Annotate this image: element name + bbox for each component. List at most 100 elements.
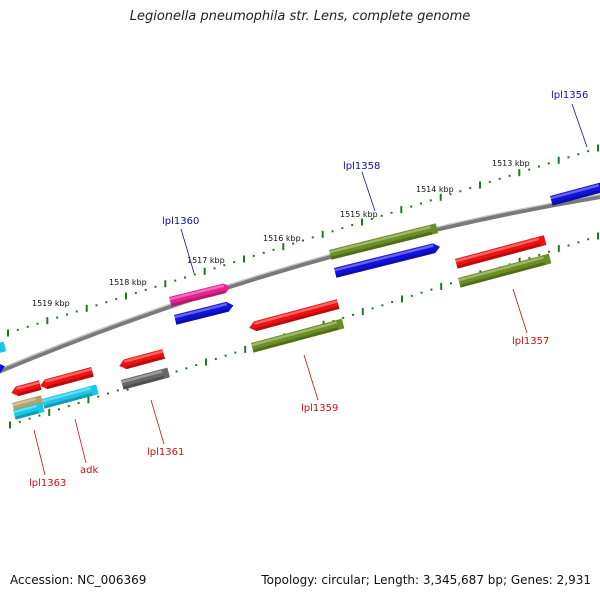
ruler-major-tick [518, 169, 521, 177]
ruler-minor-tick [107, 392, 109, 395]
ruler-minor-tick [223, 264, 226, 267]
ruler-minor-tick [538, 165, 540, 168]
ruler-label-1515: 1515 kbp [340, 210, 378, 219]
map-title: Legionella pneumophila str. Lens, comple… [129, 9, 471, 24]
ruler-major-tick [597, 232, 599, 240]
ruler-minor-tick [410, 294, 413, 297]
ruler-minor-tick [105, 301, 108, 304]
ruler-minor-tick [66, 313, 68, 316]
ruler-minor-tick [587, 238, 590, 241]
ruler-minor-tick [488, 180, 491, 183]
ruler-minor-tick [67, 405, 70, 408]
ruler-major-tick [164, 280, 167, 288]
ruler-minor-tick [577, 153, 580, 156]
ruler-minor-tick [233, 261, 236, 264]
gene-cyan-edge[interactable] [0, 341, 7, 354]
ruler-major-tick [9, 421, 11, 429]
ruler-minor-tick [193, 273, 196, 276]
gene-adk-red[interactable] [39, 367, 94, 391]
gene-features [0, 181, 600, 420]
gene-lpl1359-red[interactable] [248, 299, 340, 332]
ruler-major-tick [46, 317, 49, 325]
ruler-minor-tick [36, 322, 39, 325]
ruler-major-tick [48, 408, 51, 416]
gene-label-lpl1361[interactable]: lpl1361 [147, 447, 184, 458]
ruler-minor-tick [351, 224, 354, 227]
ruler-minor-tick [498, 177, 501, 180]
gene-lpl1358-olive[interactable] [329, 223, 439, 260]
ruler-minor-tick [429, 199, 432, 202]
ruler-minor-tick [272, 248, 275, 251]
gene-label-lpl1356[interactable]: lpl1356 [551, 90, 588, 101]
gene-lpl1358[interactable] [334, 242, 441, 278]
ruler-minor-tick [28, 417, 31, 420]
ruler-label-1517: 1517 kbp [187, 256, 225, 265]
ruler-minor-tick [302, 239, 304, 242]
ruler-minor-tick [38, 414, 41, 417]
ruler-minor-tick [174, 279, 177, 282]
gene-lpl1360[interactable] [174, 300, 235, 325]
ruler-minor-tick [214, 357, 217, 360]
gene-lpl1361[interactable] [121, 367, 170, 390]
ruler-minor-tick [352, 313, 354, 316]
ruler-major-tick [205, 358, 207, 366]
gene-blue-edge[interactable] [0, 362, 6, 374]
ruler-minor-tick [449, 193, 452, 196]
ruler-minor-tick [262, 251, 265, 254]
gene-lpl1357-red[interactable] [455, 235, 547, 269]
ruler-minor-tick [116, 389, 119, 392]
ruler-minor-tick [528, 257, 531, 260]
gene-lpl1359[interactable] [251, 318, 345, 353]
ruler-minor-tick [95, 304, 98, 307]
ruler-minor-tick [311, 236, 314, 239]
gene-lpl1361-red[interactable] [118, 349, 166, 371]
gene-label-adk[interactable]: adk [80, 465, 98, 476]
gene-label-lpl1357[interactable]: lpl1357 [512, 336, 549, 347]
gene-lpl1363[interactable] [13, 402, 45, 420]
ruler-minor-tick [26, 325, 29, 328]
ruler-minor-tick [538, 253, 541, 256]
ruler-minor-tick [547, 162, 550, 165]
gene-label-lpl1360[interactable]: lpl1360 [162, 216, 199, 227]
ruler-major-tick [401, 295, 403, 303]
ruler-minor-tick [370, 217, 373, 220]
ruler-minor-tick [371, 307, 374, 310]
gene-lpl1363-red[interactable] [10, 380, 42, 397]
ruler-minor-tick [577, 241, 580, 244]
ruler-major-tick [479, 181, 481, 189]
ruler-minor-tick [18, 420, 21, 423]
ruler-minor-tick [420, 202, 422, 205]
ruler-minor-tick [450, 282, 452, 285]
ruler-minor-tick [469, 187, 472, 190]
ruler-minor-tick [380, 214, 383, 217]
ruler-major-tick [85, 304, 88, 312]
ruler-major-tick [243, 255, 245, 263]
ruler-minor-tick [16, 328, 19, 331]
ruler-major-tick [439, 193, 442, 201]
ruler-major-tick [244, 345, 247, 353]
ruler-minor-tick [459, 190, 462, 193]
label-leaders [33, 103, 588, 476]
ruler-major-tick [282, 243, 285, 251]
ruler-minor-tick [234, 351, 237, 354]
ruler-minor-tick [115, 298, 118, 301]
ruler-label-1518: 1518 kbp [109, 278, 147, 287]
gene-label-lpl1358[interactable]: lpl1358 [343, 161, 380, 172]
gene-lpl1360-magenta[interactable] [169, 282, 232, 307]
ruler-minor-tick [144, 288, 147, 291]
gene-label-lpl1363[interactable]: lpl1363 [29, 478, 66, 489]
ruler-major-tick [125, 292, 127, 300]
gene-labels: lpl1356 lpl1358 lpl1360 lpl1357 lpl1359 … [29, 90, 588, 489]
gene-lpl1357[interactable] [458, 253, 552, 288]
ruler-major-tick [597, 144, 599, 152]
ruler-label-1513: 1513 kbp [492, 159, 530, 168]
ruler-major-tick [87, 396, 90, 404]
ruler-major-tick [440, 282, 443, 290]
ruler-minor-tick [430, 288, 433, 291]
gene-adk[interactable] [42, 384, 99, 409]
ruler-label-1519: 1519 kbp [32, 299, 70, 308]
ruler-minor-tick [381, 304, 384, 307]
gene-label-lpl1359[interactable]: lpl1359 [301, 403, 338, 414]
gene-lpl1356[interactable] [550, 181, 600, 206]
